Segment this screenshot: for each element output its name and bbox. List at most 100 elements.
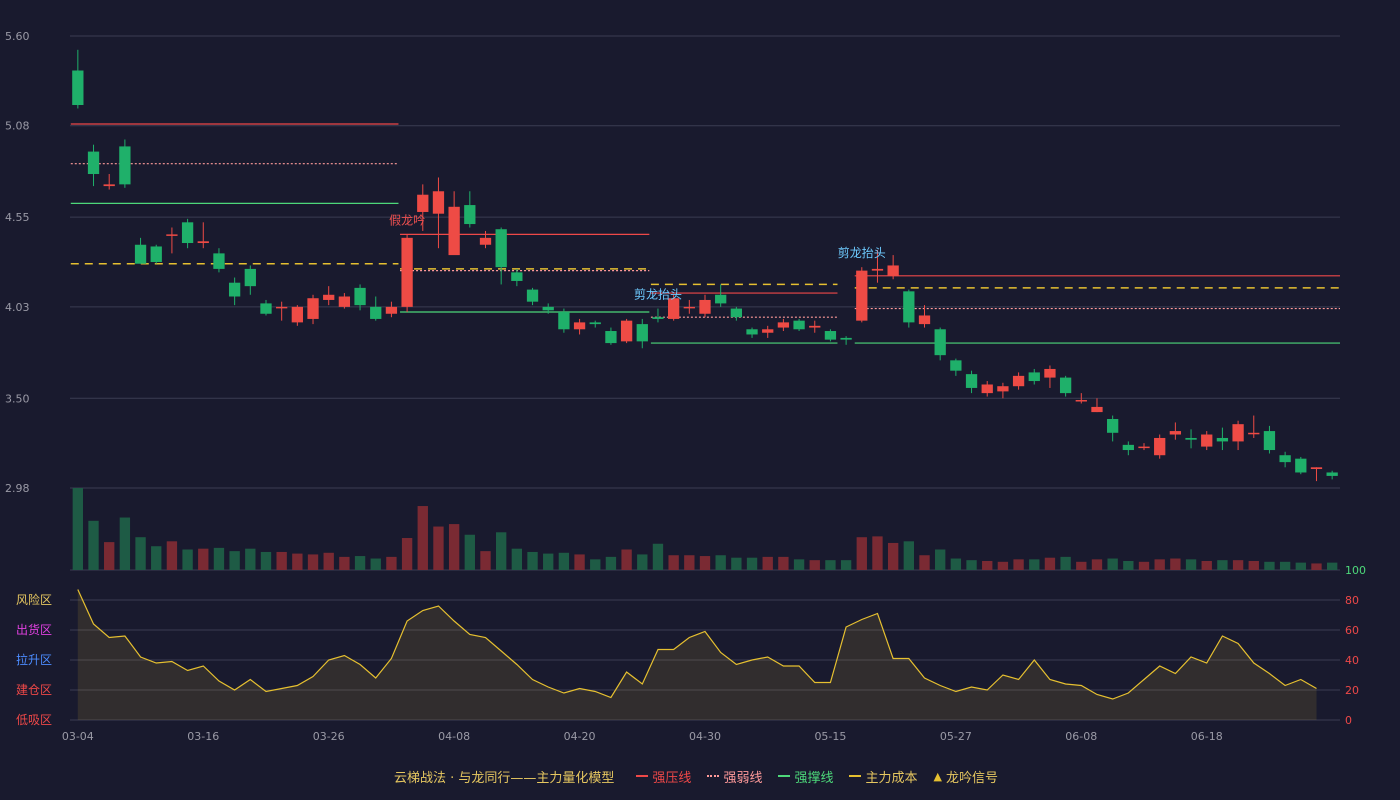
candle-body bbox=[87, 151, 100, 175]
legend-item-strong-resist: 强压线 bbox=[636, 767, 691, 786]
volume-bar bbox=[982, 560, 993, 570]
oscillator-line bbox=[77, 589, 1317, 700]
signal-label: 剪龙抬头 bbox=[838, 245, 886, 260]
zone-label: 风险区 bbox=[16, 592, 52, 607]
candle-body bbox=[652, 317, 664, 319]
x-tick-label: 06-08 bbox=[1065, 730, 1097, 743]
candle-body bbox=[573, 322, 586, 330]
candle-body bbox=[793, 320, 805, 330]
candle-body bbox=[448, 206, 460, 256]
candle-body bbox=[197, 241, 209, 244]
volume-bar bbox=[1138, 561, 1150, 570]
x-tick-label: 04-20 bbox=[564, 730, 596, 743]
volume-bar bbox=[511, 548, 523, 570]
volume-bar bbox=[495, 532, 507, 570]
chart-legend: 云梯战法 · 与龙同行——主力量化模型 强压线 强弱线 强撑线 主力成本 ▲ 龙… bbox=[0, 764, 1400, 788]
oscillator-area bbox=[77, 589, 1317, 720]
candle-body bbox=[119, 146, 131, 185]
volume-bar bbox=[746, 557, 758, 570]
volume-bar bbox=[307, 554, 319, 570]
price-tick-label: 2.98 bbox=[5, 482, 30, 495]
candle-body bbox=[730, 308, 743, 318]
volume-bar bbox=[684, 555, 695, 570]
volume-bar bbox=[339, 556, 350, 570]
oscillator-tick-label: 0 bbox=[1345, 714, 1352, 727]
volume-bar bbox=[433, 526, 444, 570]
candle-body bbox=[338, 296, 351, 307]
volume-bar bbox=[762, 556, 773, 570]
volume-bar bbox=[401, 538, 413, 570]
legend-swatch-icon bbox=[778, 775, 791, 777]
candle-body bbox=[746, 329, 758, 335]
candle-body bbox=[1154, 437, 1166, 456]
candle-body bbox=[244, 268, 256, 287]
candle-body bbox=[997, 386, 1009, 392]
price-tick-label: 5.08 bbox=[5, 120, 30, 133]
volume-bar bbox=[119, 517, 131, 570]
price-tick-label: 4.55 bbox=[5, 211, 30, 224]
candle-body bbox=[72, 70, 84, 106]
zone-label: 建仓区 bbox=[16, 683, 52, 697]
volume-bar bbox=[590, 559, 601, 570]
volume-bar bbox=[72, 488, 84, 570]
candle-body bbox=[542, 306, 554, 311]
price-tick-label: 3.50 bbox=[5, 392, 30, 405]
volume-bar bbox=[1248, 560, 1259, 570]
zone-label: 出货区 bbox=[16, 622, 52, 637]
x-tick-label: 03-26 bbox=[313, 730, 345, 743]
candle-body bbox=[965, 374, 978, 388]
candle-body bbox=[1216, 437, 1229, 442]
volume-bar bbox=[166, 541, 178, 570]
legend-label: 主力成本 bbox=[865, 770, 918, 786]
candle-body bbox=[354, 287, 366, 306]
legend-title: 云梯战法 · 与龙同行——主力量化模型 bbox=[394, 770, 615, 786]
candle-body bbox=[840, 337, 852, 340]
candle-body bbox=[887, 265, 899, 276]
volume-bar bbox=[1279, 561, 1291, 570]
volume-bar bbox=[856, 537, 867, 570]
volume-bar bbox=[997, 561, 1009, 570]
volume-bar bbox=[229, 551, 240, 570]
candle-body bbox=[291, 306, 303, 323]
candle-body bbox=[981, 384, 993, 394]
volume-bar bbox=[527, 551, 538, 570]
candle-body bbox=[307, 298, 319, 319]
candle-body bbox=[1028, 372, 1040, 382]
legend-swatch-icon bbox=[707, 775, 720, 777]
volume-bar bbox=[668, 555, 679, 570]
candle-body bbox=[1059, 377, 1072, 394]
triangle-icon: ▲ bbox=[933, 769, 942, 783]
candle-body bbox=[417, 194, 429, 212]
volume-bar bbox=[1029, 559, 1040, 570]
legend-item-strong-weak: 强弱线 bbox=[707, 767, 762, 786]
candle-body bbox=[166, 234, 178, 236]
volume-bar bbox=[919, 555, 930, 570]
candle-body bbox=[1185, 437, 1197, 440]
volume-bar bbox=[88, 520, 99, 570]
candle-body bbox=[228, 282, 241, 297]
volume-bar bbox=[480, 551, 491, 570]
volume-bar bbox=[872, 536, 883, 570]
candle-body bbox=[213, 253, 225, 269]
candle-body bbox=[323, 294, 335, 300]
volume-bar bbox=[213, 547, 225, 570]
volume-bar bbox=[1311, 563, 1322, 570]
candle-body bbox=[479, 237, 492, 245]
volume-bar bbox=[574, 554, 585, 570]
volume-bar bbox=[417, 506, 428, 570]
candle-body bbox=[636, 324, 648, 342]
volume-bar bbox=[464, 534, 475, 570]
volume-bar bbox=[558, 552, 570, 570]
volume-bar bbox=[1154, 559, 1165, 570]
zone-label: 低吸区 bbox=[16, 713, 52, 727]
volume-bar bbox=[182, 549, 193, 570]
volume-bar bbox=[950, 558, 962, 570]
volume-bar bbox=[715, 555, 726, 570]
candle-body bbox=[1091, 406, 1103, 413]
signal-label: 假龙吟 bbox=[389, 212, 425, 227]
volume-bar bbox=[731, 557, 742, 570]
volume-bar bbox=[276, 551, 287, 570]
legend-label: 龙吟信号 bbox=[945, 770, 998, 786]
